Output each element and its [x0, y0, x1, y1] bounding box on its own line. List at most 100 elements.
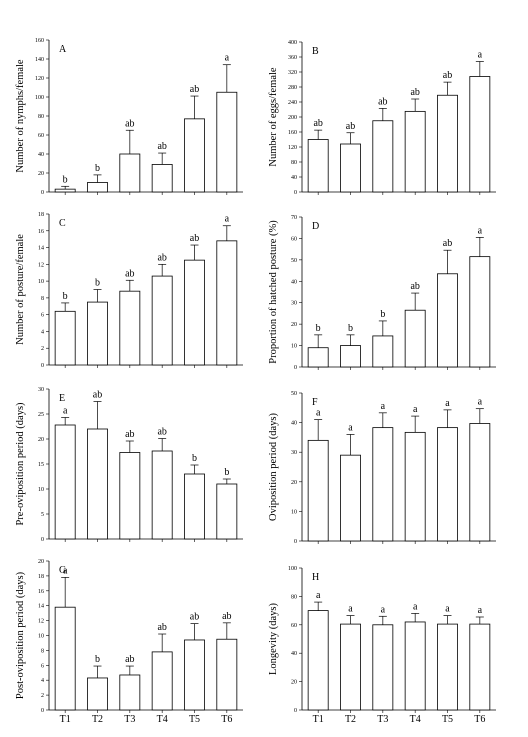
significance-letter: a	[445, 398, 450, 409]
bar	[307, 439, 329, 542]
bar	[119, 674, 141, 711]
y-tick-label: 25	[38, 412, 44, 418]
significance-letter: ab	[443, 238, 452, 249]
y-tick-label: 40	[291, 175, 297, 181]
significance-letter: a	[381, 401, 386, 412]
y-tick-label: 18	[38, 212, 44, 218]
y-tick-label: 8	[41, 648, 44, 654]
significance-letter: ab	[93, 390, 102, 401]
y-tick-label: 8	[41, 296, 44, 302]
significance-letter: a	[478, 50, 483, 61]
y-tick-label: 20	[38, 437, 44, 443]
x-tick-label: T3	[377, 714, 388, 725]
significance-letter: a	[478, 605, 483, 616]
significance-letter: ab	[157, 622, 166, 633]
bar	[216, 91, 238, 193]
bar	[340, 143, 361, 193]
y-tick-label: 6	[41, 313, 44, 319]
bar	[119, 452, 141, 540]
y-tick-label: 0	[294, 539, 297, 545]
chart-panel-b: 0 40 80 120 160 200 240 280 320 360 400 Number of e…	[268, 40, 496, 196]
y-tick-label: 0	[41, 537, 44, 543]
x-tick-label: T2	[345, 714, 356, 725]
significance-letter: a	[478, 225, 483, 236]
x-tick-label: T1	[60, 714, 71, 725]
y-tick-label: 160	[35, 38, 44, 44]
bar	[469, 623, 491, 711]
y-axis-label: Longevity (days)	[268, 602, 279, 675]
y-tick-label: 20	[38, 559, 44, 565]
y-axis-label: Number of nymphs/female	[15, 59, 26, 172]
bar	[307, 347, 329, 368]
panel-letter: H	[312, 572, 319, 583]
bar	[372, 624, 394, 711]
bar	[184, 118, 205, 193]
y-tick-label: 12	[38, 262, 44, 268]
y-tick-label: 200	[288, 115, 297, 121]
significance-letter: b	[95, 163, 100, 174]
y-tick-label: 12	[38, 619, 44, 625]
panel-letter: E	[59, 393, 65, 404]
y-tick-label: 14	[38, 246, 44, 252]
significance-letter: a	[445, 604, 450, 615]
significance-letter: b	[316, 323, 321, 334]
y-tick-label: 80	[291, 160, 297, 166]
y-tick-label: 40	[38, 152, 44, 158]
significance-letter: ab	[190, 612, 199, 623]
bar	[151, 450, 173, 540]
y-tick-label: 40	[291, 421, 297, 427]
significance-letter: b	[348, 323, 353, 334]
bar	[307, 139, 329, 193]
significance-letter: a	[316, 590, 321, 601]
y-tick-label: 50	[291, 391, 297, 397]
significance-letter: b	[380, 309, 385, 320]
bar	[54, 606, 76, 711]
bar	[54, 424, 76, 540]
bar	[184, 473, 205, 540]
y-tick-label: 280	[288, 85, 297, 91]
significance-letter: ab	[443, 70, 452, 81]
y-tick-label: 120	[35, 76, 44, 82]
y-axis-label: Post-oviposition period (days)	[15, 571, 26, 699]
y-tick-label: 80	[38, 114, 44, 120]
bar	[469, 76, 491, 193]
y-tick-label: 40	[291, 279, 297, 285]
y-tick-label: 160	[288, 130, 297, 136]
panel-letter: G	[59, 565, 66, 576]
significance-letter: ab	[157, 427, 166, 438]
bar	[87, 428, 108, 540]
chart-panel-a: 0 20 40 60 80 100 120 140 160 Number of nymphs/fe…	[15, 38, 243, 196]
x-tick-label: T2	[92, 714, 103, 725]
bar	[437, 94, 458, 193]
y-tick-label: 0	[294, 708, 297, 714]
significance-letter: a	[63, 565, 68, 576]
significance-letter: b	[63, 174, 68, 185]
bar	[404, 621, 426, 711]
x-tick-label: T4	[157, 714, 168, 725]
x-tick-label: T5	[189, 714, 200, 725]
bar	[87, 677, 108, 711]
bar	[87, 182, 108, 193]
bar	[216, 240, 238, 366]
bar	[119, 153, 141, 193]
significance-letter: a	[316, 408, 321, 419]
chart-panel-e: 0 5 10 15 20 25 30 Pre-oviposition period (days…	[15, 387, 243, 543]
y-tick-label: 360	[288, 55, 297, 61]
panel-letter: A	[59, 44, 67, 55]
chart-panel-g: 0 2 4 6 8 10 12 14 16 18 20 Post-oviposition period…	[15, 559, 243, 725]
significance-letter: ab	[190, 233, 199, 244]
y-tick-label: 80	[291, 594, 297, 600]
significance-letter: ab	[378, 96, 387, 107]
significance-letter: ab	[410, 281, 419, 292]
y-tick-label: 6	[41, 663, 44, 669]
y-tick-label: 50	[291, 258, 297, 264]
y-tick-label: 30	[291, 450, 297, 456]
y-tick-label: 0	[41, 708, 44, 714]
y-tick-label: 0	[294, 190, 297, 196]
bar	[151, 275, 173, 366]
chart-panel-d: 0 10 20 30 40 50 60 70 Proportion of hatched pos…	[268, 215, 496, 371]
y-tick-label: 100	[288, 566, 297, 572]
y-tick-label: 10	[38, 279, 44, 285]
y-tick-label: 0	[41, 363, 44, 369]
y-axis-label: Number of eggs/female	[268, 67, 279, 166]
